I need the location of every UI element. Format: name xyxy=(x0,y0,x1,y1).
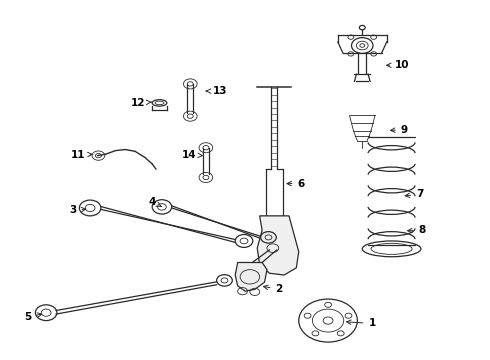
Text: 4: 4 xyxy=(148,197,161,207)
Text: 12: 12 xyxy=(131,98,151,108)
Text: 9: 9 xyxy=(391,125,408,135)
Text: 8: 8 xyxy=(408,225,425,235)
Polygon shape xyxy=(257,216,299,275)
Text: 3: 3 xyxy=(70,206,86,216)
Text: 2: 2 xyxy=(264,284,283,294)
Text: 10: 10 xyxy=(387,60,410,70)
Polygon shape xyxy=(235,262,267,291)
Text: 14: 14 xyxy=(181,150,202,160)
Text: 1: 1 xyxy=(346,319,376,328)
Text: 6: 6 xyxy=(287,179,305,189)
Text: 11: 11 xyxy=(71,150,92,160)
Text: 13: 13 xyxy=(206,86,227,96)
Text: 7: 7 xyxy=(405,189,424,199)
Text: 5: 5 xyxy=(24,312,42,322)
